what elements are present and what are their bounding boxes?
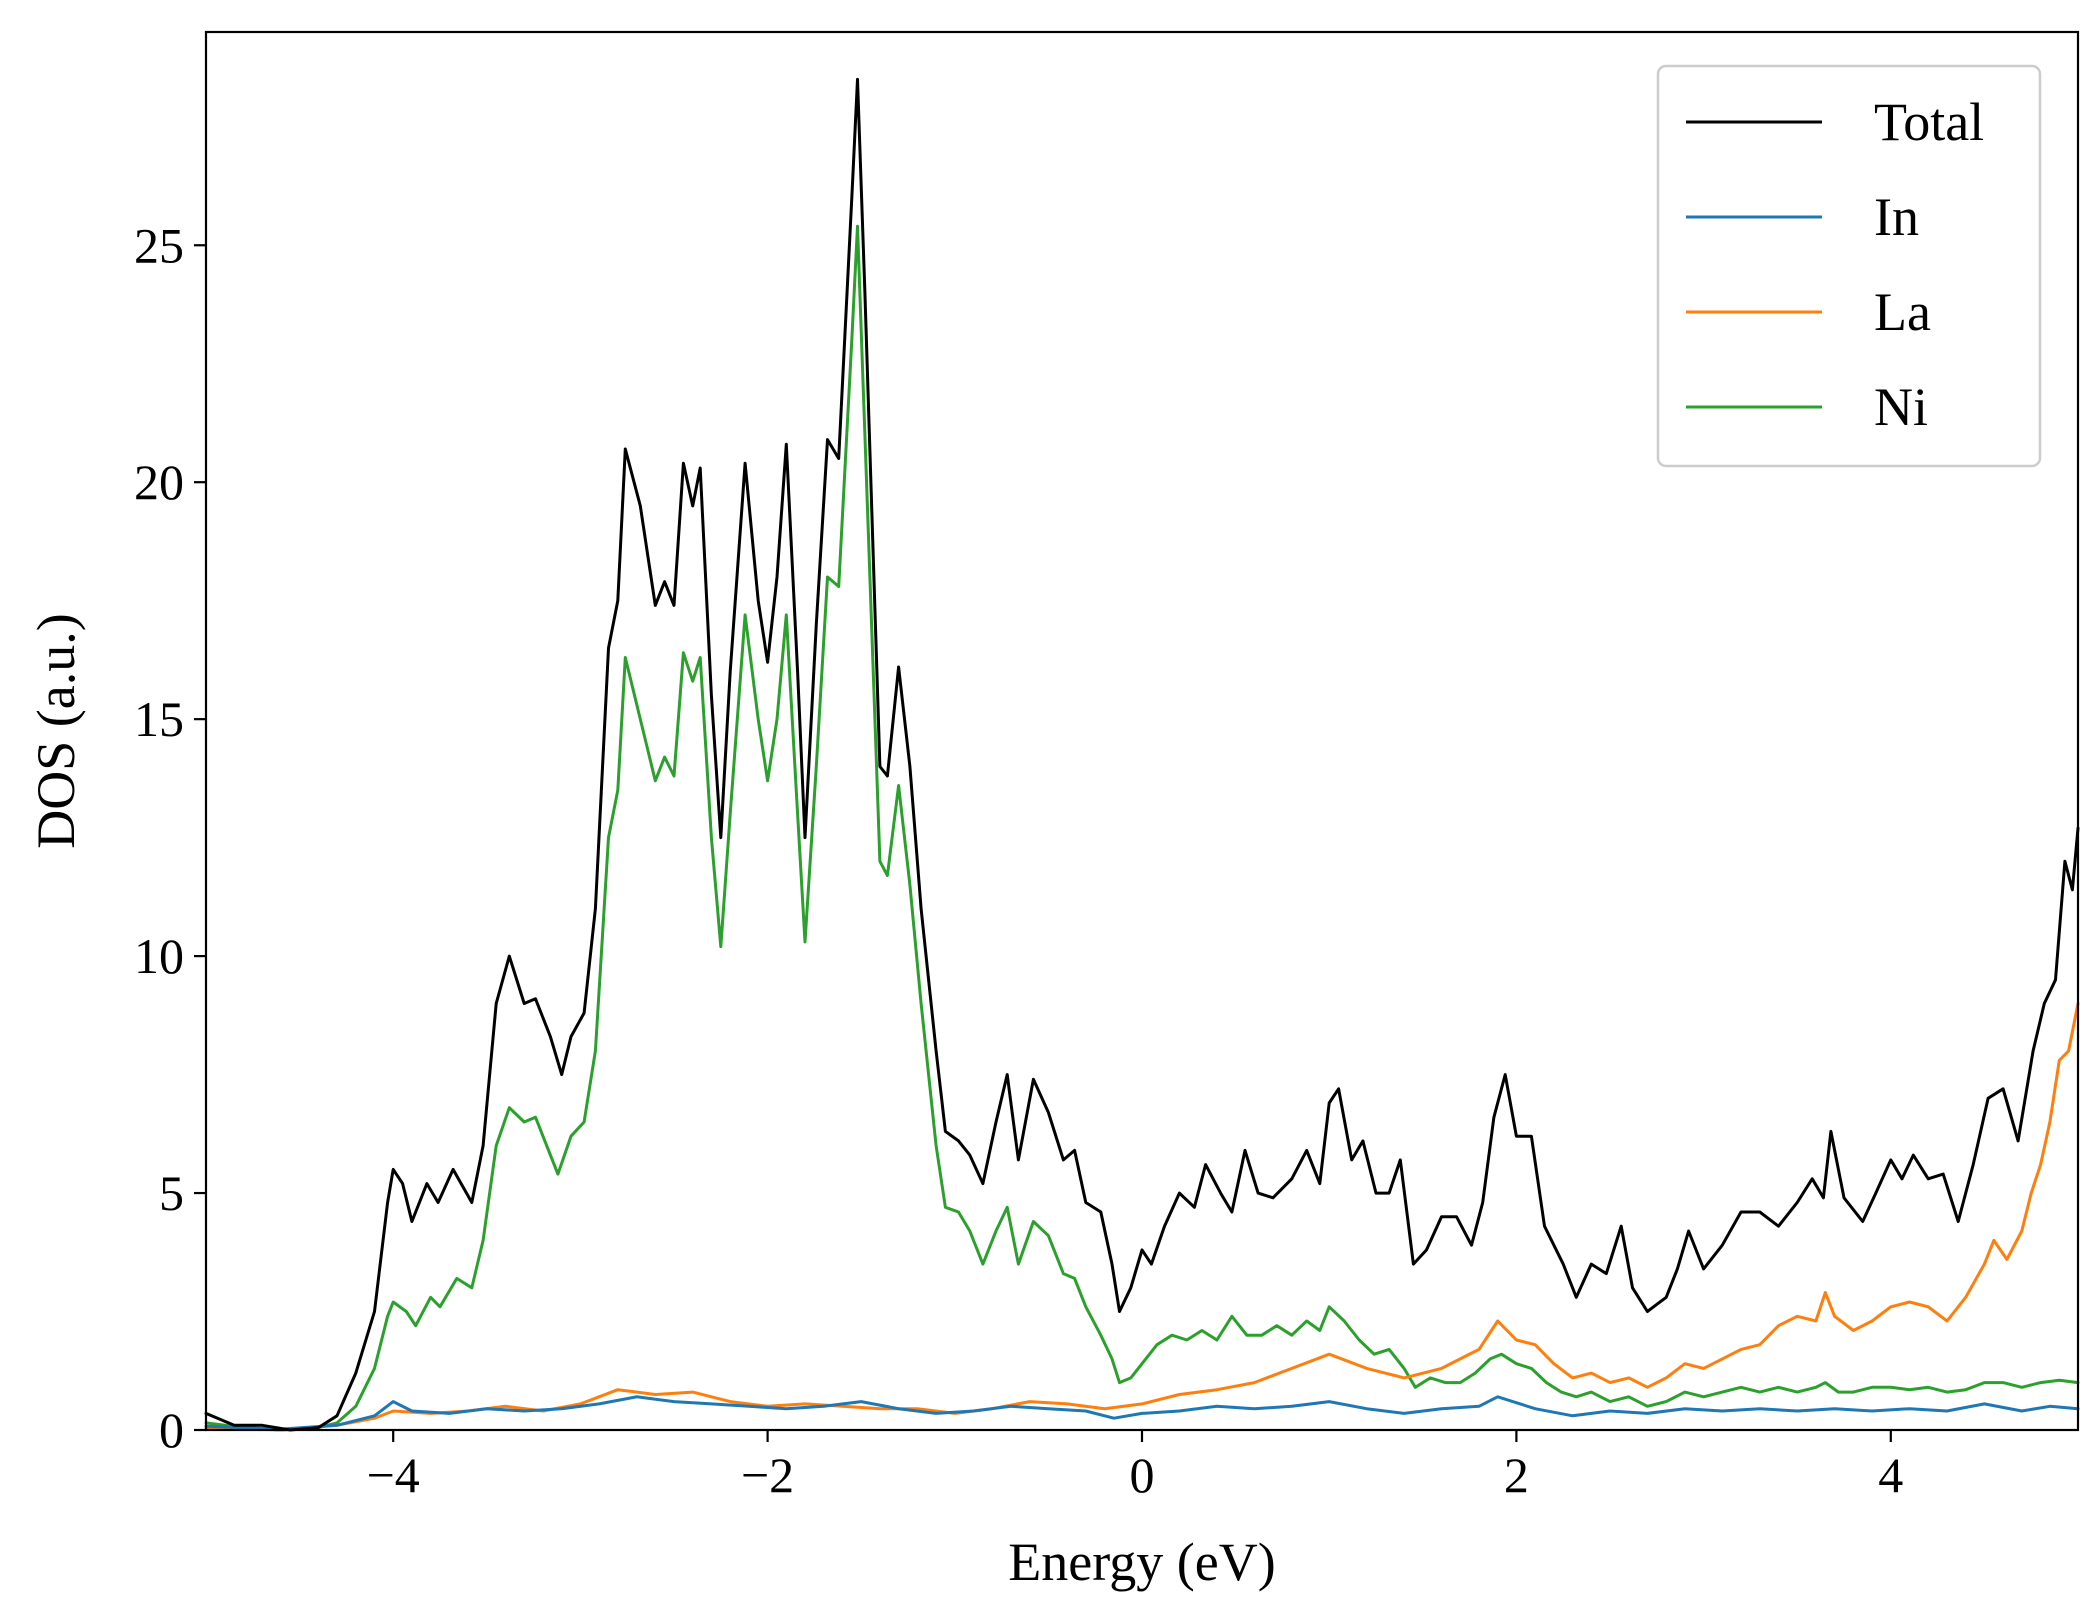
y-tick-label: 25 <box>134 217 184 273</box>
y-tick-label: 10 <box>134 928 184 984</box>
x-tick-label: 4 <box>1878 1447 1903 1503</box>
x-tick-label: −4 <box>367 1447 420 1503</box>
legend: Total In La Ni <box>1656 64 2042 468</box>
series-layer <box>204 77 2080 1432</box>
y-tick-label: 15 <box>134 691 184 747</box>
x-axis-ticks: −4 −2 0 2 4 <box>367 1430 1903 1503</box>
y-axis-title: DOS (a.u.) <box>26 613 86 848</box>
x-axis-title: Energy (eV) <box>1008 1532 1275 1592</box>
x-tick-label: −2 <box>741 1447 794 1503</box>
legend-label-ni: Ni <box>1874 377 1928 437</box>
legend-frame <box>1656 64 2042 468</box>
series-line-la <box>204 1002 2080 1432</box>
legend-label-in: In <box>1874 187 1919 247</box>
legend-label-la: La <box>1874 282 1931 342</box>
y-tick-label: 20 <box>134 454 184 510</box>
y-tick-label: 5 <box>159 1165 184 1221</box>
series-line-ni <box>204 224 2080 1432</box>
y-tick-label: 0 <box>159 1402 184 1458</box>
series-line-total <box>204 77 2080 1432</box>
x-tick-label: 2 <box>1504 1447 1529 1503</box>
x-tick-label: 0 <box>1130 1447 1155 1503</box>
legend-label-total: Total <box>1874 92 1984 152</box>
y-axis-ticks: 0 5 10 15 20 25 <box>134 217 206 1458</box>
series-line-in <box>204 1395 2080 1431</box>
